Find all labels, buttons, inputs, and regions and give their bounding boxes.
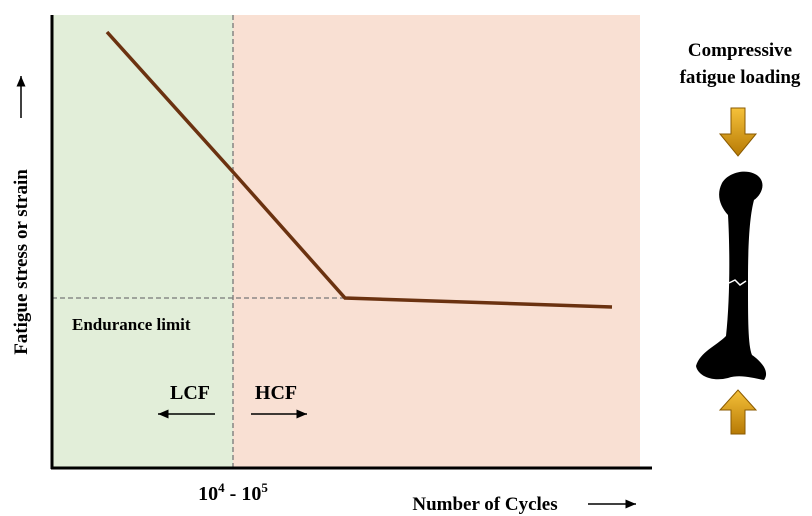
- loading-line: fatigue loading: [680, 67, 801, 88]
- y-axis-label: Fatigue stress or strain: [11, 169, 32, 355]
- lcf-label: LCF: [170, 382, 210, 404]
- separator: -: [225, 483, 242, 505]
- load-arrow-down: [720, 108, 756, 156]
- diagram: Endurance limit LCF HCF 104 - 105 Number…: [0, 0, 812, 516]
- hcf-label: HCF: [255, 382, 297, 404]
- endurance-label: Endurance limit: [72, 315, 191, 334]
- loading-line: Compressive: [688, 40, 792, 61]
- bone: [696, 172, 766, 380]
- base: 10: [241, 483, 261, 505]
- transition-label: 104 - 105: [198, 480, 268, 505]
- exponent: 5: [261, 480, 268, 495]
- x-axis-label: Number of Cycles: [412, 494, 557, 515]
- base: 10: [198, 483, 218, 505]
- load-arrow-up: [720, 390, 756, 434]
